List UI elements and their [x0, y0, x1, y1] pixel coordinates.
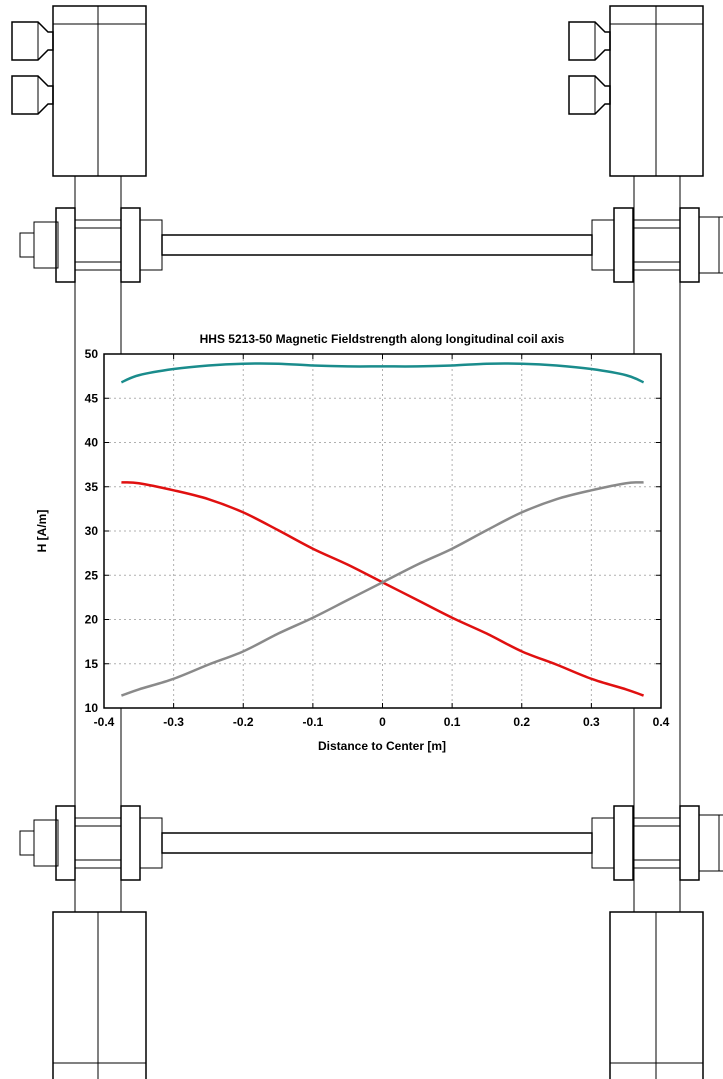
tick-labels: -0.4 -0.3 -0.2 -0.1 0 0.1 0.2 0.3 0.4 10 15 20 25 30 3…: [85, 347, 670, 729]
coil-housing-bottom-left: [52, 911, 147, 1079]
y-tick-label: 30: [85, 524, 99, 538]
x-tick-label: 0.4: [653, 715, 670, 729]
plot-lines: [120, 362, 645, 697]
x-tick-label: 0.2: [513, 715, 530, 729]
crossbar-top: [19, 207, 723, 283]
coil-frame-drawing: [11, 5, 723, 1079]
coil-housing-top-left: [11, 5, 147, 177]
y-tick-label: 20: [85, 613, 99, 627]
chart-title: HHS 5213-50 Magnetic Fieldstrength along…: [200, 332, 565, 346]
series-line-total: [120, 362, 645, 384]
series-line-rising: [120, 481, 644, 697]
coil-housing-bottom-right: [609, 911, 704, 1079]
y-tick-label: 35: [85, 480, 99, 494]
field-strength-chart: -0.4 -0.3 -0.2 -0.1 0 0.1 0.2 0.3 0.4 10 15 20 25 30 3…: [35, 332, 670, 753]
y-tick-label: 40: [85, 436, 99, 450]
y-tick-label: 10: [85, 701, 99, 715]
crossbar-bottom: [19, 805, 723, 881]
x-tick-label: 0.3: [583, 715, 600, 729]
grid: [104, 354, 661, 708]
y-tick-label: 45: [85, 391, 99, 405]
ticks: [103, 353, 662, 709]
x-tick-label: -0.1: [303, 715, 324, 729]
y-axis-label: H [A/m]: [35, 510, 49, 553]
y-tick-label: 15: [85, 657, 99, 671]
x-tick-label: 0.1: [444, 715, 461, 729]
y-tick-label: 50: [85, 347, 99, 361]
x-tick-label: -0.3: [163, 715, 184, 729]
coil-housing-top-right: [568, 5, 704, 177]
x-tick-label: -0.4: [94, 715, 115, 729]
y-tick-label: 25: [85, 568, 99, 582]
x-axis-label: Distance to Center [m]: [318, 739, 446, 753]
x-tick-label: 0: [379, 715, 386, 729]
x-tick-label: -0.2: [233, 715, 254, 729]
